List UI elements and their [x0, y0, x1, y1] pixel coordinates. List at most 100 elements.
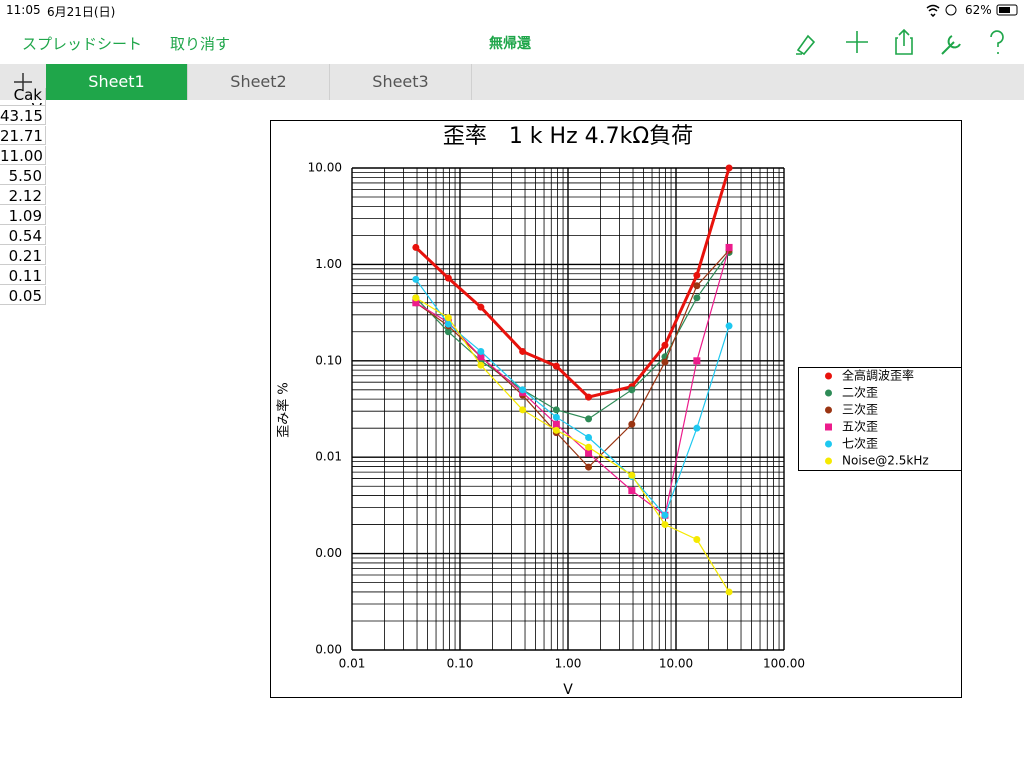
document-title: 無帰還 — [489, 36, 531, 52]
data-point — [412, 243, 420, 251]
status-date: 6月21日(日) — [47, 5, 116, 19]
legend-marker — [825, 423, 832, 431]
table-cell: 2.12 — [0, 186, 46, 205]
data-point — [552, 362, 560, 370]
legend-box — [798, 367, 962, 471]
data-point — [628, 386, 636, 394]
data-point — [725, 588, 733, 596]
y-tick-label: 0.00 — [315, 546, 342, 560]
sheet-tab[interactable]: Sheet2 — [188, 64, 330, 100]
legend-marker — [825, 440, 832, 448]
data-point — [585, 434, 593, 442]
table-cell: 43.15 — [0, 106, 46, 125]
data-point — [725, 243, 733, 251]
series-line — [415, 252, 730, 420]
x-tick-label: 10.00 — [659, 657, 693, 671]
data-point — [477, 347, 485, 355]
data-point — [552, 426, 560, 434]
data-point — [693, 424, 701, 432]
y-tick-label: 0.10 — [315, 353, 342, 367]
data-point — [585, 415, 593, 423]
data-point — [412, 294, 420, 302]
data-point — [693, 271, 701, 279]
data-point — [693, 294, 701, 302]
data-point — [519, 347, 527, 355]
sheet-tab[interactable]: Sheet1 — [46, 64, 188, 100]
table-header: Cak V — [0, 88, 46, 106]
y-axis-label: 歪み率 % — [276, 382, 292, 438]
data-point — [628, 420, 636, 428]
data-point — [444, 314, 452, 322]
x-tick-label: 0.01 — [339, 657, 366, 671]
data-point — [552, 406, 560, 414]
legend-label: 五次歪 — [842, 420, 878, 434]
data-point — [661, 358, 669, 366]
data-point — [585, 463, 593, 471]
data-point — [661, 511, 669, 519]
series-line — [415, 278, 730, 517]
legend-marker — [825, 372, 832, 380]
data-point — [444, 274, 452, 282]
data-point — [444, 320, 452, 328]
data-point — [725, 164, 733, 172]
data-point — [552, 420, 560, 428]
x-tick-label: 0.10 — [447, 657, 474, 671]
add-sheet[interactable] — [0, 64, 46, 100]
data-point — [585, 393, 593, 401]
y-tick-label: 1.00 — [315, 257, 342, 271]
data-point — [693, 536, 701, 544]
legend-marker — [825, 457, 832, 465]
data-point — [412, 299, 420, 307]
data-point — [661, 341, 669, 349]
data-point — [477, 353, 485, 361]
status-battery: 62% — [965, 3, 992, 17]
legend-label: Noise@2.5kHz — [842, 454, 929, 468]
status-time: 11:05 — [6, 3, 41, 17]
data-point — [477, 361, 485, 369]
status-icons — [926, 4, 1018, 17]
data-point — [628, 471, 636, 479]
data-point — [693, 357, 701, 365]
legend-label: 七次歪 — [842, 437, 878, 451]
x-axis-label: V — [563, 682, 573, 698]
y-tick-label: 0.01 — [315, 450, 342, 464]
data-point — [661, 521, 669, 529]
legend-label: 二次歪 — [842, 386, 878, 400]
legend-marker — [825, 389, 832, 397]
table-cell: 11.00 — [0, 146, 46, 165]
series-line — [415, 297, 730, 593]
table-cell: 5.50 — [0, 166, 46, 185]
data-point — [693, 282, 701, 290]
table-cell: 0.05 — [0, 286, 46, 305]
chart-title: 歪率 1 k Hz 4.7kΩ負荷 — [443, 124, 693, 149]
table-cell: 21.71 — [0, 126, 46, 145]
table-cell: 0.11 — [0, 266, 46, 285]
toolbar-icons[interactable] — [790, 28, 1020, 58]
chart: 歪率 1 k Hz 4.7kΩ負荷 V 歪み率 % 0.000.000.010.… — [270, 120, 962, 698]
data-point — [628, 487, 636, 495]
legend-label: 全高調波歪率 — [842, 368, 914, 383]
data-point — [444, 328, 452, 336]
sheet-tab[interactable]: Sheet3 — [330, 64, 472, 100]
x-tick-label: 100.00 — [763, 657, 805, 671]
undo-button[interactable]: 取り消す — [170, 35, 231, 53]
back-button[interactable]: スプレッドシート — [22, 35, 143, 53]
series-line — [414, 167, 731, 399]
legend-label: 三次歪 — [842, 403, 878, 417]
table-cell: 1.09 — [0, 206, 46, 225]
y-tick-label: 10.00 — [308, 161, 342, 175]
data-point — [519, 386, 527, 394]
data-point — [585, 443, 593, 451]
x-tick-label: 1.00 — [555, 657, 582, 671]
data-point — [412, 275, 420, 283]
data-point — [585, 449, 593, 457]
data-point — [519, 406, 527, 414]
data-point — [477, 303, 485, 311]
table-cell: 0.54 — [0, 226, 46, 245]
data-point — [552, 413, 560, 421]
table-cell: 0.21 — [0, 246, 46, 265]
data-point — [725, 322, 733, 330]
y-tick-label: 0.00 — [315, 643, 342, 657]
legend-marker — [825, 406, 832, 414]
